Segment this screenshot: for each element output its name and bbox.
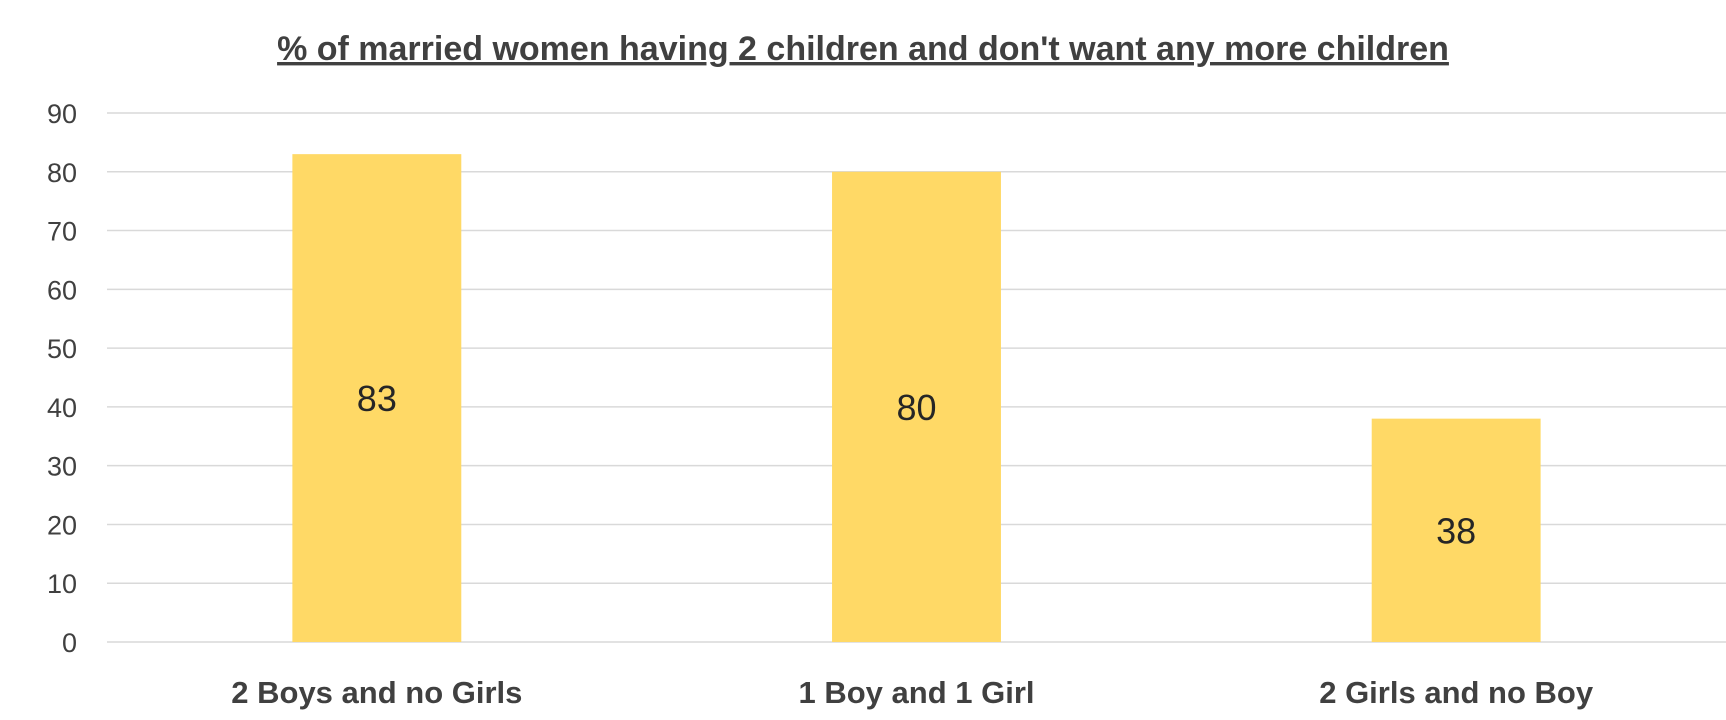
y-tick-label: 30 — [47, 452, 77, 482]
y-axis-ticks: 0 10 20 30 40 50 60 70 80 90 — [47, 99, 77, 658]
y-tick-label: 20 — [47, 510, 77, 540]
bar — [832, 171, 1001, 642]
data-label: 80 — [896, 387, 936, 428]
y-tick-label: 0 — [62, 628, 77, 658]
bar — [1371, 418, 1541, 642]
y-tick-label: 10 — [47, 569, 77, 599]
x-category-label: 1 Boy and 1 Girl — [798, 675, 1034, 710]
y-tick-label: 50 — [47, 334, 77, 364]
y-tick-label: 90 — [47, 99, 77, 129]
data-label: 83 — [357, 378, 397, 419]
chart-title: % of married women having 2 children and… — [277, 30, 1449, 68]
data-labels: 83 80 38 — [357, 378, 1476, 551]
data-label: 38 — [1436, 510, 1476, 551]
y-tick-label: 70 — [47, 217, 77, 247]
y-tick-label: 40 — [47, 393, 77, 423]
x-axis-labels: 2 Boys and no Girls 1 Boy and 1 Girl 2 Gir… — [231, 675, 1594, 710]
x-category-label: 2 Girls and no Boy — [1319, 675, 1594, 710]
bar — [292, 154, 462, 642]
bars — [292, 154, 1541, 642]
y-tick-label: 80 — [47, 158, 77, 188]
x-category-label: 2 Boys and no Girls — [231, 675, 522, 710]
y-tick-label: 60 — [47, 275, 77, 305]
